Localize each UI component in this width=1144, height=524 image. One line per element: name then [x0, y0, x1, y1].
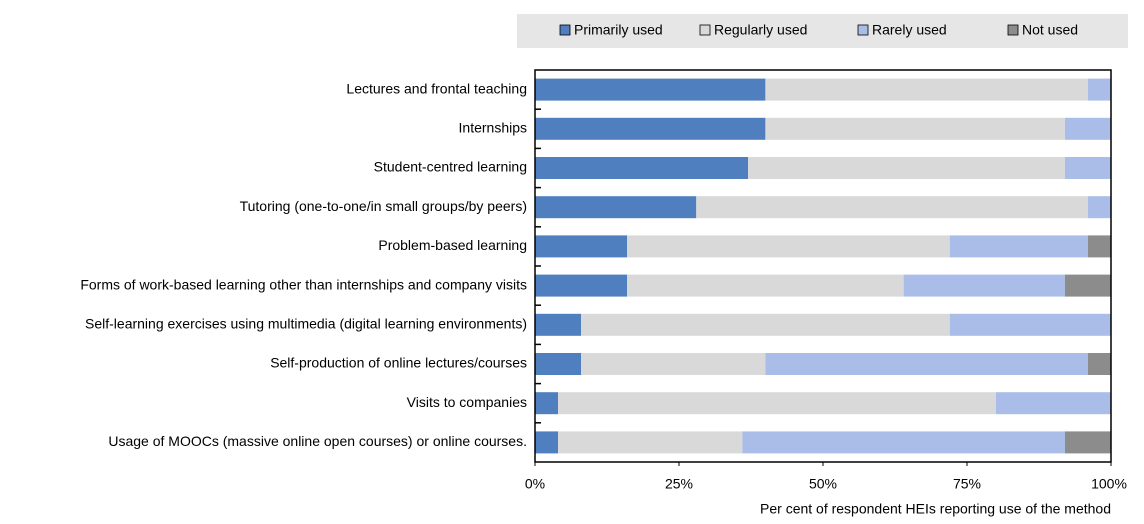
- legend-label: Rarely used: [872, 22, 947, 38]
- bar-segment: [1087, 235, 1111, 258]
- bar-segment: [1064, 431, 1111, 454]
- bar-segment: [535, 78, 766, 101]
- legend-background: [517, 14, 1128, 48]
- x-tick-label: 50%: [809, 476, 837, 492]
- y-tick-label: Student-centred learning: [374, 159, 527, 175]
- bar-segment: [627, 235, 950, 258]
- bar-segment: [581, 353, 766, 375]
- bar-segment: [1064, 274, 1111, 297]
- legend-swatch: [559, 24, 571, 36]
- x-tick-label: 0%: [525, 476, 545, 492]
- bar-segment: [535, 313, 582, 336]
- y-tick-label: Forms of work-based learning other than …: [80, 276, 527, 292]
- bar-segment: [535, 157, 749, 179]
- bar-segment: [949, 313, 1111, 336]
- bar-segment: [765, 353, 1088, 375]
- y-tick-label: Visits to companies: [407, 394, 527, 410]
- bar-segment: [535, 196, 697, 219]
- bar-segment: [696, 196, 1088, 219]
- bar-segment: [1064, 157, 1111, 179]
- legend-label: Primarily used: [574, 22, 663, 38]
- x-tick-label: 75%: [953, 476, 981, 492]
- legend-swatch: [699, 24, 711, 36]
- bar-segment: [1087, 78, 1111, 101]
- y-tick-label: Self-learning exercises using multimedia…: [85, 316, 527, 332]
- bar-segment: [1064, 117, 1111, 140]
- bar-segment: [627, 274, 904, 297]
- y-tick-label: Lectures and frontal teaching: [346, 80, 527, 96]
- y-tick-label: Problem-based learning: [378, 237, 527, 253]
- y-tick-label: Usage of MOOCs (massive online open cour…: [108, 433, 527, 449]
- legend-label: Not used: [1022, 22, 1078, 38]
- legend-label: Regularly used: [714, 22, 807, 38]
- y-tick-label: Tutoring (one-to-one/in small groups/by …: [240, 198, 527, 214]
- y-tick-label: Self-production of online lectures/cours…: [270, 355, 527, 371]
- bar-segment: [535, 117, 766, 140]
- bar-segment: [581, 313, 950, 336]
- bar-segment: [535, 274, 628, 297]
- bar-segment: [535, 353, 582, 375]
- legend-swatch: [857, 24, 869, 36]
- bar-segment: [535, 235, 628, 258]
- bar-segment: [535, 392, 559, 415]
- x-tick-label: 25%: [665, 476, 693, 492]
- legend-swatch: [1007, 24, 1019, 36]
- bar-segment: [903, 274, 1065, 297]
- x-axis-label: Per cent of respondent HEIs reporting us…: [760, 501, 1111, 517]
- bar-segment: [765, 117, 1065, 140]
- bar-segment: [1087, 353, 1111, 375]
- bar-segment: [995, 392, 1111, 415]
- bar-segment: [558, 392, 996, 415]
- bar-segment: [1087, 196, 1111, 219]
- x-tick-label: 100%: [1091, 476, 1127, 492]
- bar-segment: [765, 78, 1088, 101]
- bar-segment: [748, 157, 1065, 179]
- y-tick-label: Internships: [459, 120, 527, 136]
- bar-segment: [558, 431, 743, 454]
- bar-segment: [535, 431, 559, 454]
- bar-segment: [949, 235, 1088, 258]
- bar-segment: [742, 431, 1065, 454]
